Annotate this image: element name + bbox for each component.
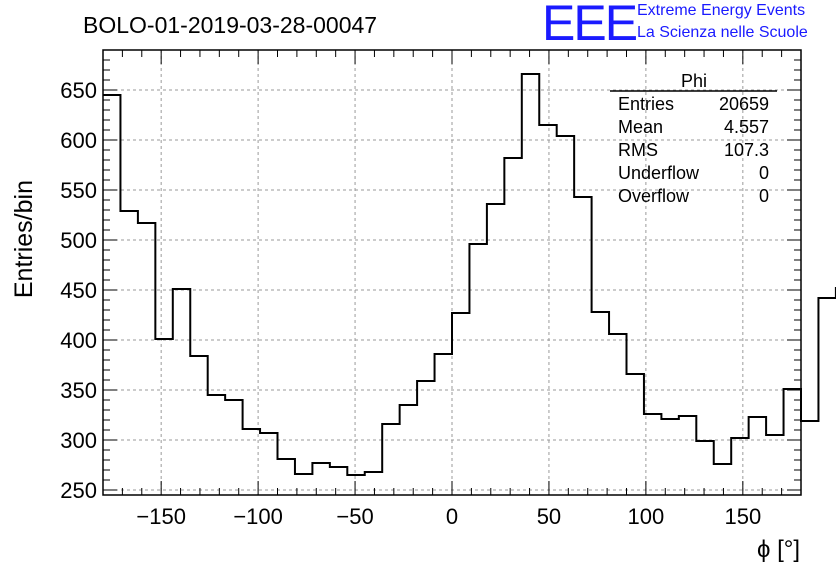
x-tick-label: −50 — [336, 504, 373, 529]
y-tick-label: 350 — [60, 378, 97, 403]
y-tick-labels: 250 300 350 400 450 500 550 600 650 — [60, 78, 97, 503]
stats-value-overflow: 0 — [759, 186, 769, 206]
stats-label-mean: Mean — [618, 117, 663, 137]
x-tick-label: 0 — [446, 504, 458, 529]
x-tick-label: −150 — [136, 504, 186, 529]
y-tick-label: 250 — [60, 478, 97, 503]
stats-value-rms: 107.3 — [724, 140, 769, 160]
x-tick-label: 150 — [724, 504, 761, 529]
logo-line-1: Extreme Energy Events — [637, 2, 806, 19]
x-tick-label: −100 — [233, 504, 283, 529]
x-axis-label: ϕ [°] — [757, 536, 800, 563]
stats-value-underflow: 0 — [759, 163, 769, 183]
chart-title: BOLO-01-2019-03-28-00047 — [83, 12, 377, 38]
x-tick-label: 100 — [628, 504, 665, 529]
y-tick-label: 550 — [60, 178, 97, 203]
y-axis-label: Entries/bin — [10, 180, 38, 298]
stats-box: Phi Entries 20659 Mean 4.557 RMS 107.3 Underfl… — [610, 71, 777, 206]
axis-ticks — [102, 49, 802, 495]
y-tick-label: 600 — [60, 128, 97, 153]
eee-logo: EEE — [542, 0, 638, 51]
x-tick-labels: −150 −100 −50 0 50 100 150 — [136, 504, 761, 529]
y-tick-label: 400 — [60, 328, 97, 353]
y-tick-label: 650 — [60, 78, 97, 103]
stats-value-mean: 4.557 — [724, 117, 769, 137]
y-tick-label: 450 — [60, 278, 97, 303]
y-tick-label: 300 — [60, 428, 97, 453]
stats-rows: Entries 20659 Mean 4.557 RMS 107.3 Underflow 0 O… — [618, 94, 769, 206]
stats-label-overflow: Overflow — [618, 186, 690, 206]
x-tick-label: 50 — [537, 504, 561, 529]
stats-value-entries: 20659 — [719, 94, 769, 114]
stats-title: Phi — [681, 71, 707, 91]
stats-label-entries: Entries — [618, 94, 674, 114]
stats-label-underflow: Underflow — [618, 163, 700, 183]
stats-label-rms: RMS — [618, 140, 658, 160]
logo-line-2: La Scienza nelle Scuole — [637, 24, 808, 41]
y-tick-label: 500 — [60, 228, 97, 253]
